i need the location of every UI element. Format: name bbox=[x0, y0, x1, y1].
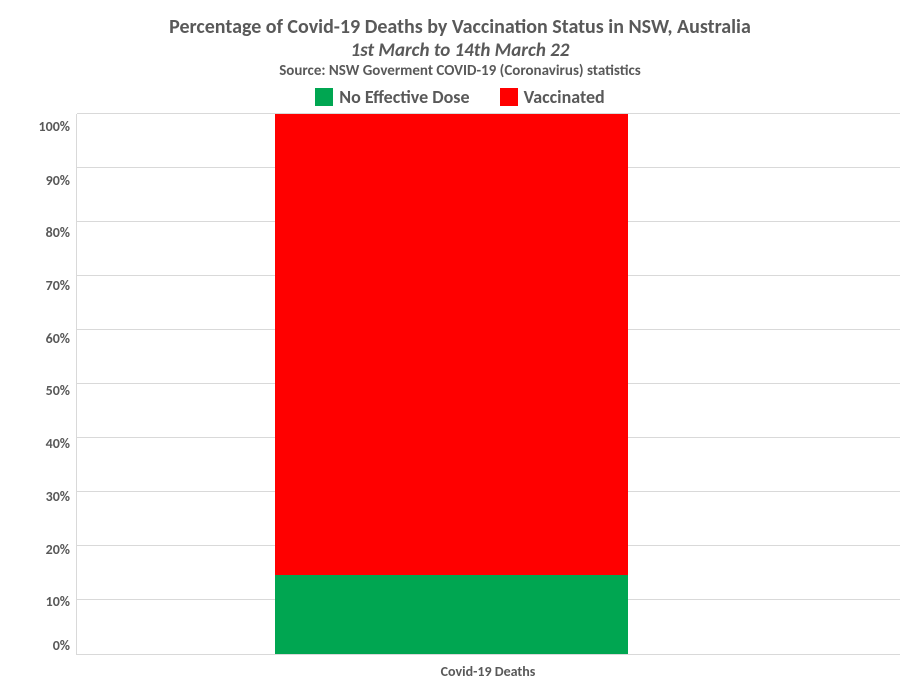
bar-segment-no-effective-dose bbox=[275, 575, 629, 654]
bar-segment-vaccinated bbox=[275, 114, 629, 575]
plot-row: 100% 90% 80% 70% 60% 50% 40% 30% 20% 10%… bbox=[20, 114, 900, 655]
y-tick-label: 90% bbox=[46, 174, 70, 188]
chart-title-main: Percentage of Covid-19 Deaths by Vaccina… bbox=[20, 15, 900, 39]
y-tick-label: 20% bbox=[46, 543, 70, 557]
legend-item-no-effective-dose: No Effective Dose bbox=[315, 86, 469, 108]
y-tick-label: 30% bbox=[46, 490, 70, 504]
legend-label: No Effective Dose bbox=[339, 86, 469, 108]
y-axis: 100% 90% 80% 70% 60% 50% 40% 30% 20% 10%… bbox=[20, 114, 76, 655]
plot-area bbox=[76, 114, 900, 655]
y-tick-label: 50% bbox=[46, 384, 70, 398]
y-tick-label: 40% bbox=[46, 437, 70, 451]
chart-container: Percentage of Covid-19 Deaths by Vaccina… bbox=[0, 0, 920, 700]
legend-label: Vaccinated bbox=[524, 86, 605, 108]
x-axis-label: Covid-19 Deaths bbox=[76, 655, 900, 680]
chart-title-sub: 1st March to 14th March 22 bbox=[20, 39, 900, 62]
chart-legend: No Effective Dose Vaccinated bbox=[20, 86, 900, 108]
y-tick-label: 100% bbox=[39, 120, 71, 134]
legend-swatch-vaccinated bbox=[500, 88, 518, 106]
y-tick-label: 10% bbox=[46, 595, 70, 609]
y-tick-label: 0% bbox=[53, 639, 70, 653]
y-tick-label: 60% bbox=[46, 332, 70, 346]
legend-swatch-no-effective-dose bbox=[315, 88, 333, 106]
y-tick-label: 80% bbox=[46, 226, 70, 240]
y-tick-label: 70% bbox=[46, 279, 70, 293]
chart-title-source: Source: NSW Goverment COVID-19 (Coronavi… bbox=[20, 62, 900, 80]
chart-titles: Percentage of Covid-19 Deaths by Vaccina… bbox=[20, 15, 900, 80]
legend-item-vaccinated: Vaccinated bbox=[500, 86, 605, 108]
stacked-bar bbox=[275, 114, 629, 654]
